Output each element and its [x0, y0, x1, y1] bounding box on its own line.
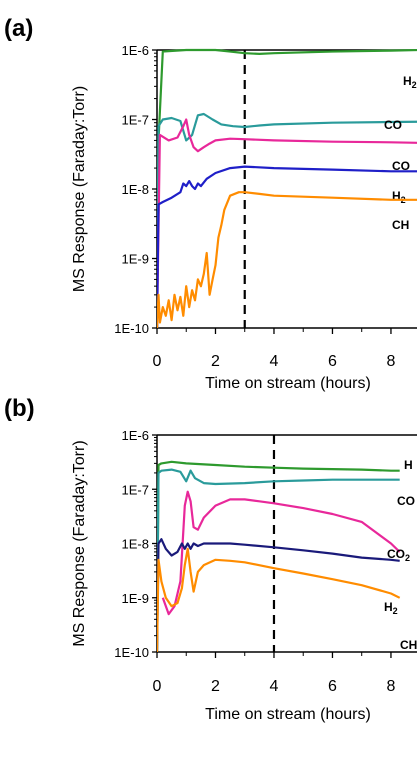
y-tick-label: 1E-9 — [122, 252, 149, 267]
series-line-h2o — [157, 165, 417, 329]
x-tick-label: 2 — [211, 678, 220, 695]
y-tick-label: 1E-10 — [114, 645, 149, 660]
x-tick-label: 2 — [211, 353, 220, 370]
y-tick-label: 1E-8 — [122, 537, 149, 552]
y-tick-label: 1E-10 — [114, 321, 149, 336]
series-label-h2o: H2 — [384, 600, 398, 616]
series-line-co2 — [157, 118, 417, 329]
panel-letter: (b) — [4, 395, 35, 422]
series-label-subscript: 2 — [393, 606, 398, 616]
series-label-ch4: CH — [392, 218, 409, 232]
series-line-h2 — [157, 460, 400, 653]
x-tick-label: 8 — [387, 678, 396, 695]
y-tick-label: 1E-8 — [122, 182, 149, 197]
x-axis-title: Time on stream (hours) — [205, 375, 371, 392]
x-tick-label: 4 — [270, 353, 279, 370]
x-tick-label: 4 — [270, 678, 279, 695]
series-label-co: CO — [384, 118, 402, 132]
y-tick-label: 1E-7 — [122, 482, 149, 497]
series-label-ch4: CH — [400, 638, 417, 652]
series-line-co — [157, 112, 417, 329]
series-line-h2o — [157, 538, 400, 653]
series-label-co2: CO — [392, 159, 410, 173]
series-label-h2: H2 — [403, 74, 417, 90]
y-tick-label: 1E-6 — [122, 428, 149, 443]
x-axis-title: Time on stream (hours) — [205, 706, 371, 723]
series-label-subscript: 2 — [412, 80, 417, 90]
series-label-subscript: 2 — [405, 553, 410, 563]
series-line-ch4 — [157, 191, 417, 329]
y-tick-label: 1E-7 — [122, 113, 149, 128]
series-line-co2 — [161, 490, 401, 616]
x-tick-label: 6 — [328, 678, 337, 695]
x-tick-label: 0 — [153, 353, 162, 370]
series-label-h2o: H2 — [392, 189, 406, 205]
x-tick-label: 6 — [328, 353, 337, 370]
x-tick-label: 8 — [387, 353, 396, 370]
x-tick-label: 0 — [153, 678, 162, 695]
y-axis-title: MS Response (Faraday:Torr) — [71, 86, 88, 292]
panel-letter: (a) — [4, 15, 33, 42]
series-line-ch4 — [157, 547, 401, 653]
y-axis-title: MS Response (Faraday:Torr) — [71, 440, 88, 646]
series-label-h2: H — [404, 458, 413, 472]
series-label-co: CO — [397, 494, 415, 508]
y-tick-label: 1E-9 — [122, 591, 149, 606]
series-line-h2 — [157, 48, 417, 329]
y-tick-label: 1E-6 — [122, 43, 149, 58]
series-line-co — [157, 468, 400, 653]
